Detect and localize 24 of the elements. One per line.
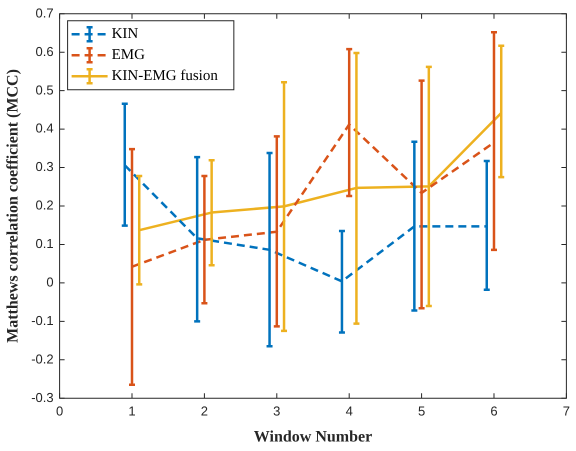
y-tick-label: 0 bbox=[46, 274, 54, 290]
y-tick-label: -0.3 bbox=[31, 390, 54, 405]
x-tick-label: 6 bbox=[490, 404, 498, 419]
x-tick-label: 5 bbox=[418, 404, 426, 419]
x-tick-label: 0 bbox=[56, 404, 64, 419]
y-tick-label: 0.7 bbox=[36, 5, 54, 20]
legend-label: EMG bbox=[112, 47, 146, 64]
x-tick-label: 4 bbox=[346, 404, 353, 419]
y-tick-label: 0.3 bbox=[36, 159, 54, 174]
y-tick-label: 0.4 bbox=[36, 120, 54, 136]
legend-label: KIN-EMG fusion bbox=[112, 68, 218, 84]
y-tick-label: 0.2 bbox=[36, 198, 54, 213]
y-tick-label: -0.2 bbox=[31, 351, 54, 366]
y-tick-label: 0.6 bbox=[36, 44, 54, 59]
y-tick-label: 0.1 bbox=[36, 236, 54, 252]
y-tick-label: 0.5 bbox=[36, 82, 54, 98]
y-tick-label: -0.1 bbox=[31, 312, 54, 328]
x-tick-label: 2 bbox=[200, 404, 208, 419]
x-tick-label: 3 bbox=[273, 404, 280, 419]
x-axis-title: Window Number bbox=[254, 428, 372, 446]
y-axis-title: Matthews correlation coefficient (MCC) bbox=[4, 69, 22, 343]
legend-label: KIN bbox=[112, 26, 138, 42]
x-tick-label: 1 bbox=[128, 404, 136, 419]
x-tick-label: 7 bbox=[562, 404, 570, 419]
